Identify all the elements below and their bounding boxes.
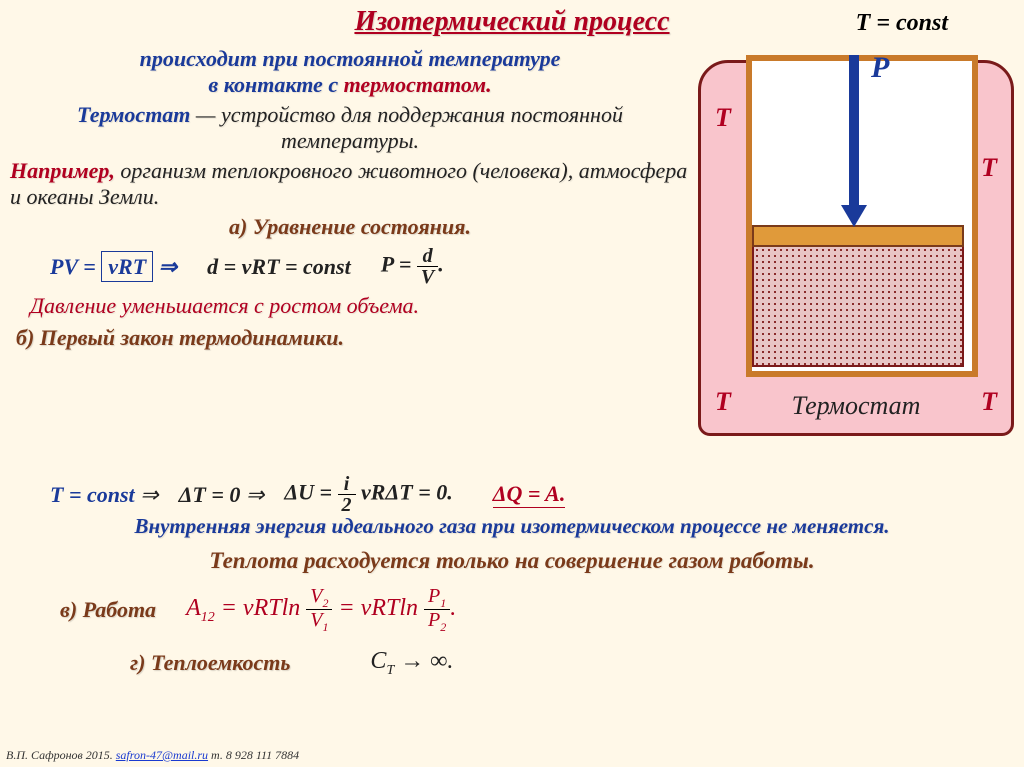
eq-a3-dot: . [438, 252, 444, 277]
piston-arrow-icon [841, 205, 867, 227]
eq-b3-num: i [338, 474, 356, 495]
thermostat-diagram: T = const P T T T T T Термостат [698, 40, 1008, 440]
intro-line-1: происходит при постоянной температуре в … [10, 46, 690, 98]
eq-d-c: C [370, 648, 386, 674]
t-label-2: T [981, 153, 997, 183]
eq-c-sub: 12 [201, 610, 215, 625]
eq-b1-t: T = const [50, 482, 135, 507]
note-b1: Внутренняя энергия идеального газа при и… [10, 514, 1014, 539]
eq-a1-arrow: ⇒ [153, 254, 177, 279]
pressure-note: Давление уменьшается с ростом объема. [30, 293, 690, 319]
intro2b: — устройство для поддержания постоянной … [190, 102, 623, 153]
section-d-row: г) Теплоемкость CT → ∞. [10, 648, 1014, 679]
intro-line-3: Например, организм теплокровного животно… [10, 158, 690, 210]
section-d-label: г) Теплоемкость [130, 650, 290, 676]
piston-plate [752, 225, 964, 247]
eq-b3-rest: νRΔT = 0. [356, 480, 453, 505]
intro2a: Термостат [77, 102, 190, 127]
eq-c-v2: V2 [306, 586, 332, 610]
eq-a3-p: P = [381, 252, 417, 277]
gas-region [752, 245, 964, 367]
eq-a2: d = νRT = const [207, 254, 351, 280]
section-b-row: б) Первый закон термодинамики. [16, 325, 690, 351]
equation-a-row: PV = νRT ⇒ d = νRT = const P = dV. [50, 246, 690, 287]
t-const-label: T = const [856, 10, 948, 37]
t-label-1: T [715, 103, 731, 133]
section-b-label: б) Первый закон термодинамики. [16, 325, 344, 350]
p-label: P [871, 51, 889, 85]
eq-c-v1: V1 [306, 610, 332, 633]
eq-c-eq1: = νRTln [215, 595, 307, 621]
intro1a: происходит при постоянной температуре [140, 46, 561, 71]
intro1b: в контакте с [208, 72, 343, 97]
intro1c: термостатом. [344, 72, 492, 97]
eq-a1-box: νRT [101, 251, 153, 282]
eq-b1: T = const ⇒ [50, 482, 159, 508]
eq-c-a: A [186, 595, 201, 621]
eq-b2-arrow: ⇒ [240, 482, 264, 507]
eq-b3-den: 2 [338, 495, 356, 515]
eq-b1-arrow: ⇒ [135, 482, 159, 507]
eq-a3-num: d [417, 246, 438, 267]
eq-d: CT → ∞. [370, 648, 453, 679]
thermostat-label: Термостат [701, 391, 1011, 421]
note-b2: Теплота расходуется только на совершение… [10, 548, 1014, 574]
footer-author: В.П. Сафронов 2015. [6, 748, 116, 762]
section-c-row: в) Работа A12 = νRTln V2V1 = νRTln P1P2. [10, 586, 1014, 633]
eq-a3-den: V [417, 267, 438, 287]
left-column: происходит при постоянной температуре в … [10, 42, 690, 351]
eq-a1-eq: = [78, 254, 102, 279]
eq-a1: PV = νRT ⇒ [50, 254, 177, 280]
eq-b4: ΔQ = A. [493, 481, 566, 508]
eq-b3-du: ΔU = [284, 480, 337, 505]
eq-c-dot: . [450, 595, 456, 621]
section-c-label: в) Работа [60, 597, 156, 623]
thermostat-body: P T T T T T Термостат [698, 60, 1014, 436]
eq-b2: ΔT = 0 ⇒ [179, 482, 265, 508]
eq-b2-dt: ΔT = 0 [179, 482, 241, 507]
piston-rod [849, 55, 859, 215]
section-a-row: а) Уравнение состояния. [10, 214, 690, 240]
footer-email-link[interactable]: safron-47@mail.ru [116, 748, 208, 762]
eq-b3: ΔU = i2 νRΔT = 0. [284, 474, 452, 515]
footer: В.П. Сафронов 2015. safron-47@mail.ru т.… [6, 748, 299, 763]
eq-c-eq2: = νRTln [332, 595, 424, 621]
eq-d-rest: → ∞. [394, 648, 453, 674]
eq-a3: P = dV. [381, 246, 444, 287]
eq-c-p1: P1 [424, 586, 450, 610]
footer-phone: т. 8 928 111 7884 [208, 748, 299, 762]
eq-c-p2: P2 [424, 610, 450, 633]
eq-c: A12 = νRTln V2V1 = νRTln P1P2. [186, 586, 456, 633]
intro-line-2: Термостат — устройство для поддержания п… [10, 102, 690, 154]
eq-a1-pv: PV [50, 254, 78, 279]
section-a-label: а) Уравнение состояния. [229, 214, 471, 239]
intro3a: Например, [10, 158, 115, 183]
